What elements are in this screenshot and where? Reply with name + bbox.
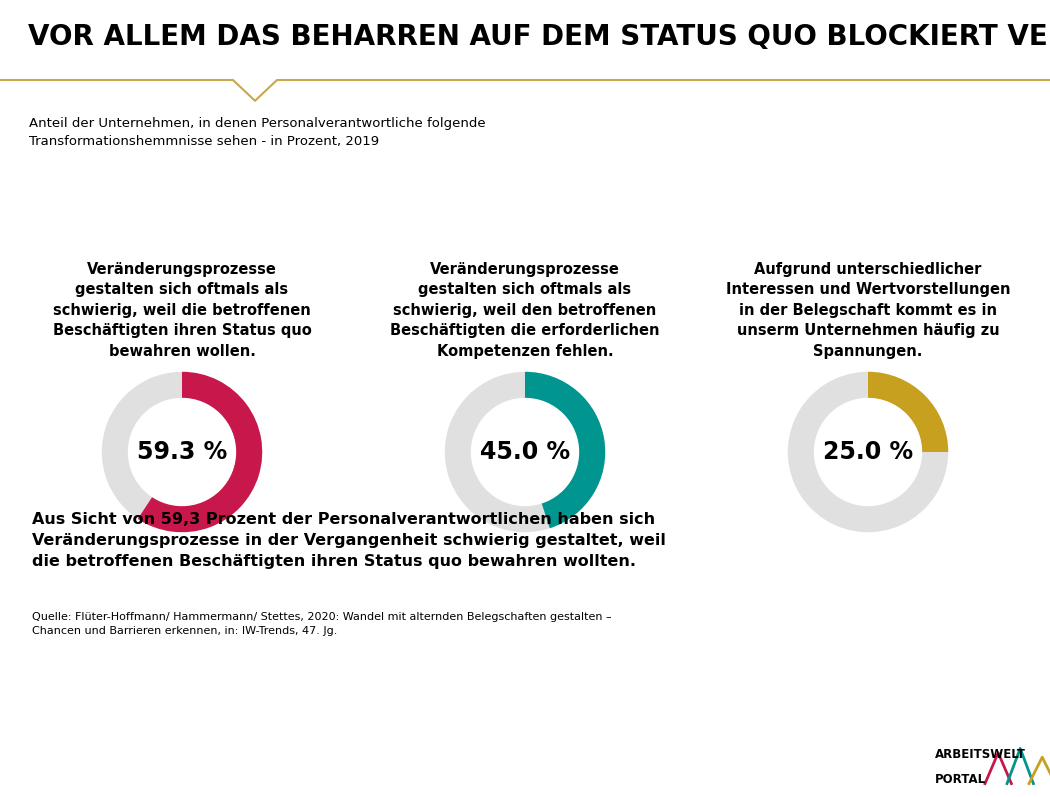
- Circle shape: [471, 398, 579, 505]
- Text: PORTAL: PORTAL: [934, 773, 986, 786]
- Text: Aus Sicht von 59,3 Prozent der Personalverantwortlichen haben sich
Veränderungsp: Aus Sicht von 59,3 Prozent der Personalv…: [32, 512, 666, 569]
- Text: VOR ALLEM DAS BEHARREN AUF DEM STATUS QUO BLOCKIERT VERÄNDERUNGEN: VOR ALLEM DAS BEHARREN AUF DEM STATUS QU…: [28, 21, 1050, 51]
- Circle shape: [128, 398, 235, 505]
- Wedge shape: [138, 371, 262, 532]
- Text: Aufgrund unterschiedlicher
Interessen und Wertvorstellungen
in der Belegschaft k: Aufgrund unterschiedlicher Interessen un…: [726, 262, 1010, 359]
- Text: ARBEITSWELT: ARBEITSWELT: [934, 748, 1026, 761]
- Text: 59.3 %: 59.3 %: [136, 440, 227, 464]
- Wedge shape: [525, 371, 605, 528]
- Wedge shape: [445, 371, 605, 532]
- Text: Veränderungsprozesse
gestalten sich oftmals als
schwierig, weil den betroffenen
: Veränderungsprozesse gestalten sich oftm…: [391, 262, 659, 359]
- Wedge shape: [868, 371, 948, 452]
- Wedge shape: [788, 371, 948, 532]
- Text: Veränderungsprozesse
gestalten sich oftmals als
schwierig, weil die betroffenen
: Veränderungsprozesse gestalten sich oftm…: [52, 262, 312, 359]
- Wedge shape: [102, 371, 262, 532]
- Text: Anteil der Unternehmen, in denen Personalverantwortliche folgende
Transformation: Anteil der Unternehmen, in denen Persona…: [29, 117, 485, 148]
- Text: Quelle: Flüter-Hoffmann/ Hammermann/ Stettes, 2020: Wandel mit alternden Belegsc: Quelle: Flüter-Hoffmann/ Hammermann/ Ste…: [32, 612, 611, 636]
- Text: 25.0 %: 25.0 %: [823, 440, 914, 464]
- Circle shape: [815, 398, 922, 505]
- Text: 45.0 %: 45.0 %: [480, 440, 570, 464]
